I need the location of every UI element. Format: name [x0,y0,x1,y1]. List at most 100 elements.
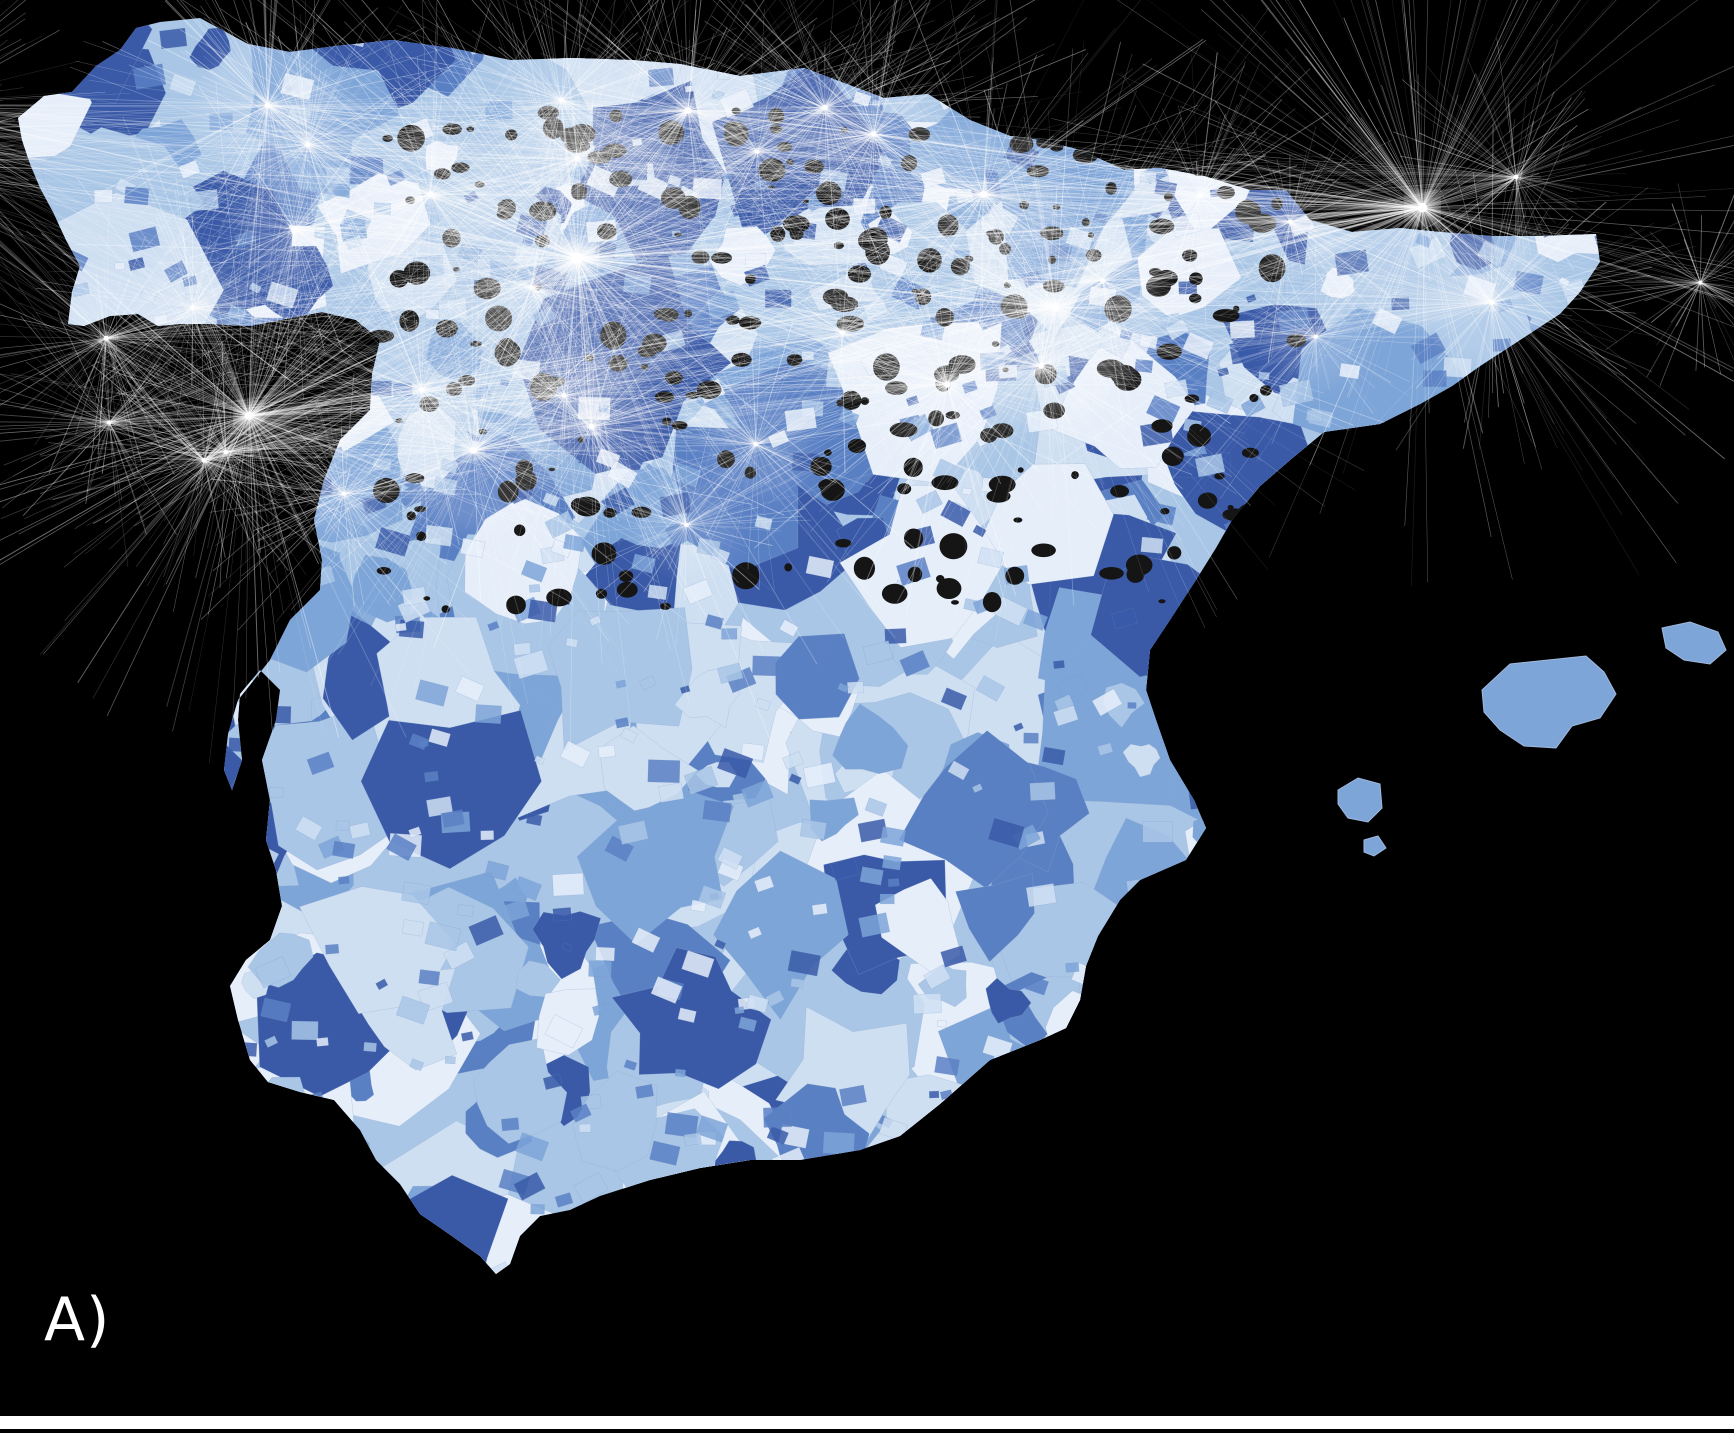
municipality-region [1278,622,1399,726]
municipality-cell [1322,100,1347,118]
municipality-cell [1436,1190,1462,1211]
municipality-cell [1338,766,1353,778]
municipality-cell [748,1243,773,1263]
municipality-region [1198,732,1290,807]
municipality-cell [1143,822,1173,843]
municipality-cell [86,523,112,543]
municipality-region [1545,544,1579,577]
municipality-cell [1403,936,1415,946]
municipality-region [1198,891,1313,1011]
municipality-cell [1293,757,1324,781]
municipality-cell [1516,577,1551,608]
municipality-cell [20,1117,49,1139]
municipality-cell [1231,727,1246,738]
flow-line [0,85,2,106]
municipality-cell [192,688,223,715]
municipality-region [1182,1132,1231,1193]
municipality-cell [1471,884,1498,907]
municipality-cell [1532,890,1558,914]
municipality-cell [66,11,95,37]
no-data-cell [732,562,759,589]
municipality-cell [1007,1238,1032,1257]
municipality-region [83,1211,186,1291]
municipality-region [55,914,130,983]
municipality-region [1251,761,1325,825]
municipality-cell [224,1043,238,1054]
municipality-cell [162,597,191,622]
municipality-region [0,1065,119,1178]
municipality-cell [1127,1097,1160,1126]
municipality-cell [292,1021,319,1040]
municipality-region [1567,822,1627,889]
no-data-cell [1275,546,1294,566]
municipality-cell [92,906,113,922]
municipality-cell [1152,1008,1188,1039]
municipality-cell [1433,1070,1452,1084]
municipality-cell [1030,1056,1047,1070]
municipality-region [1270,1151,1429,1274]
municipality-cell [443,11,469,35]
municipality-cell [90,829,124,858]
municipality-cell [1448,499,1479,521]
municipality-cell [1232,1073,1244,1083]
municipality-region [1173,937,1361,1135]
menorca-island [1662,622,1726,664]
municipality-cell [308,1246,338,1269]
municipality-cell [1554,773,1584,795]
municipality-cell [1515,861,1538,879]
municipality-cell [1529,1252,1538,1259]
municipality-cell [1398,699,1427,722]
municipality-cell [120,1150,148,1170]
municipality-cell [589,961,612,978]
municipality-region [1,1027,117,1183]
municipality-cell [188,838,198,846]
municipality-cell [48,760,70,778]
municipality-cell [752,656,780,676]
municipality-cell [1599,610,1618,626]
municipality-cell [1256,890,1273,904]
municipality-region [1192,39,1255,112]
municipality-region [1071,1156,1272,1313]
municipality-cell [1377,1177,1409,1204]
municipality-cell [126,828,148,846]
municipality-cell [236,804,254,817]
no-data-cell [951,600,959,605]
municipality-region [155,1171,211,1232]
municipality-cell [1211,753,1238,776]
municipality-cell [195,1073,219,1095]
municipality-cell [237,1042,257,1057]
municipality-cell [1598,1119,1612,1132]
municipality-region [176,1193,351,1392]
municipality-cell [1324,860,1344,877]
municipality-region [1188,33,1263,106]
municipality-region [1185,787,1291,907]
municipality-cell [19,791,39,808]
municipality-cell [1543,849,1561,863]
municipality-region [195,1161,283,1227]
municipality-region [1158,872,1211,918]
municipality-cell [1072,1167,1087,1180]
municipality-cell [228,899,240,907]
no-data-cell [1167,546,1181,559]
municipality-cell [1367,1112,1401,1139]
municipality-cell [196,1040,225,1063]
municipality-cell [1586,575,1601,586]
municipality-region [96,729,144,787]
municipality-region [1493,1112,1630,1270]
municipality-cell [1267,572,1276,579]
municipality-cell [1326,715,1340,725]
no-data-cell [1013,517,1022,522]
municipality-cell [552,873,584,896]
municipality-cell [174,1075,195,1092]
municipality-region [27,865,190,1062]
no-data-cell [882,584,908,604]
municipality-region [1331,1138,1443,1245]
municipality-cell [1287,512,1318,539]
municipality-cell [1125,59,1150,79]
municipality-region [1195,1260,1238,1301]
municipality-region [1419,1222,1483,1282]
municipality-cell [269,788,283,798]
municipality-region [1542,1231,1583,1277]
municipality-cell [684,1133,701,1146]
municipality-cell [265,1091,290,1108]
